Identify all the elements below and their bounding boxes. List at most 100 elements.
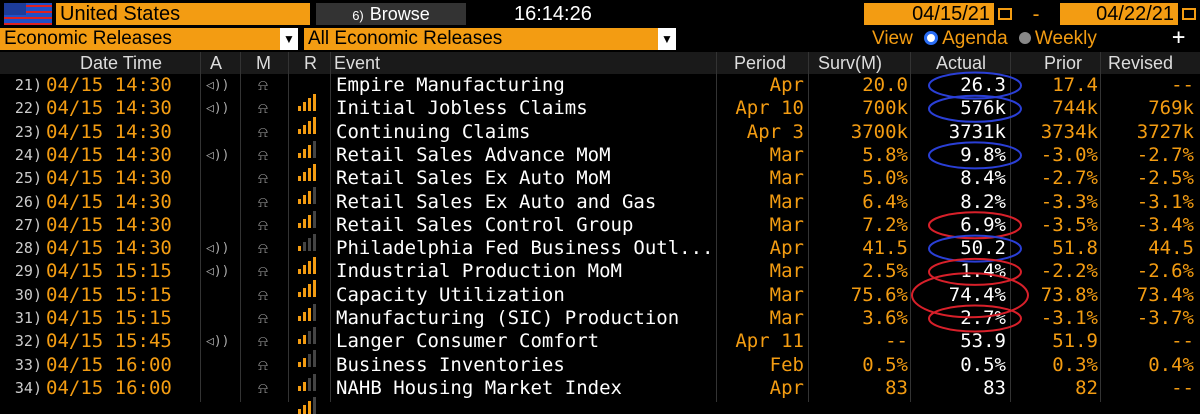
row-number[interactable]: 33)	[14, 355, 42, 374]
bell-icon[interactable]: ⍾	[258, 309, 268, 327]
row-event[interactable]: Retail Sales Ex Auto and Gas	[336, 190, 657, 213]
scope-dropdown[interactable]: All Economic Releases ▼	[304, 28, 676, 50]
alert-speaker-icon[interactable]: ◁))	[206, 241, 230, 257]
col-datetime[interactable]: Date Time	[80, 53, 163, 73]
row-number[interactable]: 28)	[14, 239, 42, 258]
table-row[interactable]: 29) 04/15 15:15 ◁)) ⍾ Industrial Production …	[0, 260, 1200, 298]
row-number[interactable]: 34)	[14, 378, 42, 397]
row-number[interactable]: 29)	[14, 262, 42, 281]
column-divider	[808, 52, 809, 402]
bell-icon[interactable]: ⍾	[258, 99, 268, 118]
row-number[interactable]: 23)	[14, 122, 42, 141]
table-row[interactable]: 25) 04/15 14:30 ⍾ Retail Sales Ex Auto MoM M…	[0, 167, 1200, 205]
relevance-bars-icon	[298, 307, 322, 344]
start-date-input[interactable]: 04/15/21	[864, 3, 994, 25]
agenda-radio[interactable]	[924, 30, 939, 45]
row-event[interactable]: NAHB Housing Market Index	[336, 376, 622, 399]
relevance-bars-icon	[298, 167, 322, 205]
table-row[interactable]: 24) 04/15 14:30 ◁)) ⍾ Retail Sales Advance M…	[0, 143, 1200, 181]
row-revised: -2.6%	[1136, 260, 1194, 283]
end-date-input[interactable]: 04/22/21	[1060, 3, 1178, 25]
row-prior: 82	[1075, 376, 1098, 399]
row-event[interactable]: Industrial Production MoM	[336, 260, 622, 283]
row-revised: 0.4%	[1148, 353, 1194, 376]
row-period: Mar	[769, 213, 804, 236]
bell-icon[interactable]: ⍾	[258, 239, 268, 258]
col-alert[interactable]: A	[210, 53, 223, 73]
calendar-icon[interactable]	[998, 8, 1012, 20]
row-number[interactable]: 27)	[14, 215, 42, 234]
bell-icon[interactable]: ⍾	[258, 215, 268, 234]
bell-icon[interactable]: ⍾	[258, 378, 268, 397]
bell-icon[interactable]: ⍾	[258, 355, 268, 374]
row-number[interactable]: 32)	[14, 332, 42, 351]
bell-icon[interactable]: ⍾	[258, 192, 268, 211]
row-event[interactable]: Retail Sales Advance MoM	[336, 143, 611, 166]
bell-icon[interactable]: ⍾	[258, 262, 268, 281]
chevron-down-icon[interactable]: ▼	[658, 28, 676, 50]
row-number[interactable]: 24)	[14, 145, 42, 164]
row-number[interactable]: 25)	[14, 169, 42, 188]
table-row[interactable]: 30) 04/15 15:15 ⍾ Capacity Utilization Mar 75…	[0, 283, 1200, 321]
table-row[interactable]: 21) 04/15 14:30 ◁)) ⍾ Empire Manufacturing Ap…	[0, 74, 1200, 111]
row-actual: 0.5%	[960, 353, 1006, 376]
row-event[interactable]: Manufacturing (SIC) Production	[336, 307, 680, 329]
table-row[interactable]: 23) 04/15 14:30 ⍾ Continuing Claims Apr 3 370…	[0, 120, 1200, 158]
table-row[interactable]: 27) 04/15 14:30 ⍾ Retail Sales Control Grou…	[0, 213, 1200, 251]
row-period: Feb	[769, 353, 804, 376]
add-icon[interactable]: +	[1172, 25, 1186, 50]
row-number[interactable]: 22)	[14, 99, 42, 118]
row-event[interactable]: Continuing Claims	[336, 120, 531, 143]
row-event[interactable]: Langer Consumer Comfort	[336, 330, 600, 353]
table-row[interactable]: 31) 04/15 15:15 ⍾ Manufacturing (SIC) Produ…	[0, 307, 1200, 344]
col-event[interactable]: Event	[334, 53, 381, 73]
weekly-label[interactable]: Weekly	[1034, 28, 1097, 49]
alert-speaker-icon[interactable]: ◁))	[206, 334, 230, 350]
bell-icon[interactable]: ⍾	[258, 285, 268, 304]
row-event[interactable]: Empire Manufacturing	[336, 74, 565, 96]
table-row[interactable]: 32) 04/15 15:45 ◁)) ⍾ Langer Consumer Comfor…	[0, 330, 1200, 368]
row-event[interactable]: Philadelphia Fed Business Outl...	[336, 237, 714, 260]
alert-speaker-icon[interactable]: ◁))	[206, 264, 230, 280]
alert-speaker-icon[interactable]: ◁))	[206, 147, 230, 163]
col-monitor[interactable]: M	[256, 53, 271, 73]
row-datetime: 04/15 14:30	[46, 190, 172, 213]
row-event[interactable]: Retail Sales Ex Auto MoM	[336, 167, 611, 190]
row-survey: 83	[885, 376, 908, 399]
bell-icon[interactable]: ⍾	[258, 169, 268, 188]
row-number[interactable]: 31)	[14, 309, 42, 327]
row-event[interactable]: Retail Sales Control Group	[336, 213, 634, 236]
col-relevance[interactable]: R	[304, 53, 317, 73]
bell-icon[interactable]: ⍾	[258, 145, 268, 164]
alert-speaker-icon[interactable]: ◁))	[206, 78, 230, 93]
row-event[interactable]: Business Inventories	[336, 353, 565, 376]
bell-icon[interactable]: ⍾	[258, 332, 268, 351]
table-row[interactable]: 22) 04/15 14:30 ◁)) ⍾ Initial Jobless Claims…	[0, 97, 1200, 135]
chevron-down-icon[interactable]: ▼	[280, 28, 298, 50]
row-event[interactable]: Capacity Utilization	[336, 283, 565, 306]
browse-button[interactable]: 6) Browse	[316, 3, 466, 25]
table-row[interactable]: 34) 04/15 16:00 ⍾ NAHB Housing Market Index…	[0, 376, 1200, 414]
col-revised[interactable]: Revised	[1108, 53, 1174, 73]
table-row[interactable]: 26) 04/15 14:30 ⍾ Retail Sales Ex Auto and …	[0, 190, 1200, 228]
table-row[interactable]: 33) 04/15 16:00 ⍾ Business Inventories Feb 0.…	[0, 353, 1200, 391]
country-input[interactable]: United States	[56, 3, 310, 25]
row-survey: 6.4%	[862, 190, 908, 213]
bell-icon[interactable]: ⍾	[258, 76, 268, 94]
col-actual[interactable]: Actual	[936, 53, 987, 73]
relevance-bars-icon	[298, 284, 322, 321]
bell-icon[interactable]: ⍾	[258, 122, 268, 141]
col-period[interactable]: Period	[734, 53, 787, 73]
alert-speaker-icon[interactable]: ◁))	[206, 101, 230, 117]
row-number[interactable]: 26)	[14, 192, 42, 211]
col-prior[interactable]: Prior	[1044, 53, 1083, 73]
row-number[interactable]: 21)	[14, 76, 42, 94]
row-number[interactable]: 30)	[14, 285, 42, 304]
table-row[interactable]: 28) 04/15 14:30 ◁)) ⍾ Philadelphia Fed Busin…	[0, 237, 1200, 275]
category-dropdown[interactable]: Economic Releases ▼	[0, 28, 298, 50]
row-event[interactable]: Initial Jobless Claims	[336, 97, 588, 120]
weekly-radio[interactable]	[1018, 31, 1031, 44]
calendar-icon[interactable]	[1182, 8, 1196, 20]
col-survey[interactable]: Surv(M)	[818, 53, 882, 73]
agenda-label[interactable]: Agenda	[942, 28, 1008, 49]
